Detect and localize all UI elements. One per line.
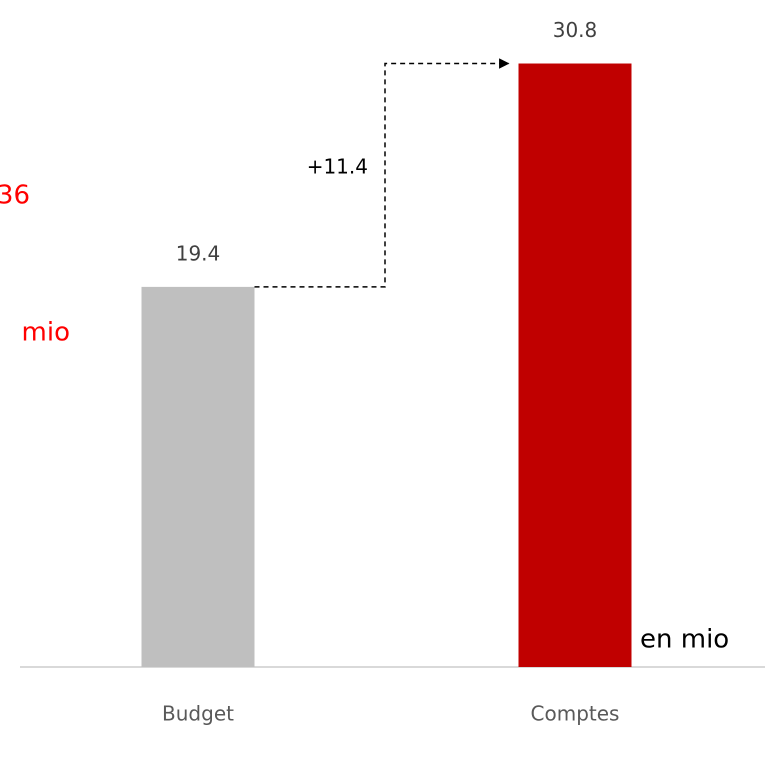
clipped-note: 36 — [0, 181, 30, 211]
unit-note: en mio — [640, 625, 729, 655]
x-tick-label: Budget — [162, 702, 234, 726]
value-label: 19.4 — [176, 241, 221, 265]
bar — [141, 286, 255, 667]
bar — [518, 63, 632, 667]
connector — [254, 58, 510, 288]
difference-label: +11.4 — [307, 155, 368, 179]
value-label: 30.8 — [553, 18, 598, 42]
clipped-note: mio — [22, 318, 70, 348]
x-tick-label: Comptes — [531, 702, 620, 726]
